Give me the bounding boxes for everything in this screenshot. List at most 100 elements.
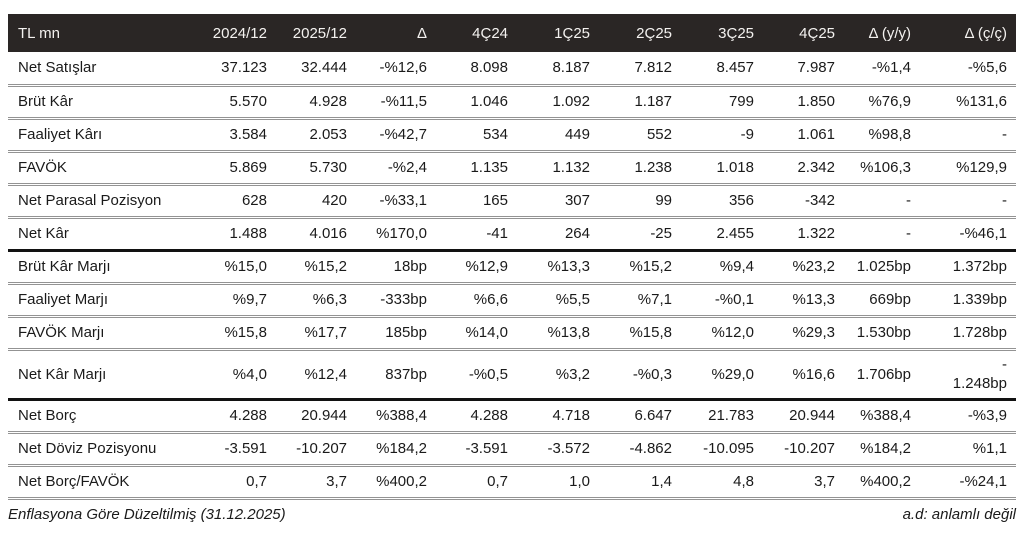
value-cell: -4.862 <box>599 432 681 467</box>
value-cell: 18bp <box>356 250 436 285</box>
value-cell: -%0,1 <box>681 283 763 318</box>
value-cell: 1.339bp <box>920 283 1016 318</box>
value-cell: 420 <box>276 184 356 219</box>
value-cell: %29,0 <box>681 349 763 401</box>
value-cell: - 1.248bp <box>920 349 1016 401</box>
value-cell: %131,6 <box>920 85 1016 120</box>
value-cell: -%0,5 <box>436 349 517 401</box>
value-cell: 1.706bp <box>844 349 920 401</box>
value-cell: -41 <box>436 217 517 252</box>
value-cell: %15,2 <box>276 250 356 285</box>
value-cell: 0,7 <box>436 465 517 500</box>
row-label: Net Satışlar <box>8 52 198 87</box>
value-cell: 837bp <box>356 349 436 401</box>
value-cell: %15,0 <box>198 250 276 285</box>
value-cell: 1.530bp <box>844 316 920 351</box>
value-cell: 165 <box>436 184 517 219</box>
value-cell: -%33,1 <box>356 184 436 219</box>
column-header-unit: TL mn <box>8 14 198 52</box>
value-cell: - <box>920 184 1016 219</box>
value-cell: 4.928 <box>276 85 356 120</box>
value-cell: 1.046 <box>436 85 517 120</box>
value-cell: %184,2 <box>844 432 920 467</box>
value-cell: 628 <box>198 184 276 219</box>
value-cell: %6,6 <box>436 283 517 318</box>
value-cell: 4,8 <box>681 465 763 500</box>
table-row: Brüt Kâr 5.570 4.928 -%11,5 1.046 1.092 1.187 7… <box>8 85 1016 120</box>
value-cell: - <box>920 118 1016 153</box>
value-cell: %4,0 <box>198 349 276 401</box>
value-cell: 1.092 <box>517 85 599 120</box>
value-cell: 5.869 <box>198 151 276 186</box>
value-cell: 7.812 <box>599 52 681 87</box>
value-cell: 1.488 <box>198 217 276 252</box>
value-cell: 1.061 <box>763 118 844 153</box>
value-cell: %98,8 <box>844 118 920 153</box>
column-header: 4Ç24 <box>436 14 517 52</box>
column-header: 3Ç25 <box>681 14 763 52</box>
financials-table-container: TL mn 2024/12 2025/12 Δ 4Ç24 1Ç25 2Ç25 3Ç25 4Ç25… <box>8 14 1016 500</box>
value-cell: 3,7 <box>276 465 356 500</box>
value-cell: %12,9 <box>436 250 517 285</box>
value-cell: %17,7 <box>276 316 356 351</box>
value-cell: 5.570 <box>198 85 276 120</box>
value-cell: -%5,6 <box>920 52 1016 87</box>
value-cell: 669bp <box>844 283 920 318</box>
value-cell: -10.095 <box>681 432 763 467</box>
value-cell: %29,3 <box>763 316 844 351</box>
value-cell: 4.288 <box>198 399 276 434</box>
value-cell: %13,3 <box>517 250 599 285</box>
value-cell: - <box>844 217 920 252</box>
value-cell: -3.591 <box>198 432 276 467</box>
value-cell: %388,4 <box>844 399 920 434</box>
column-header: 1Ç25 <box>517 14 599 52</box>
table-row: FAVÖK 5.869 5.730 -%2,4 1.135 1.132 1.238 1.018… <box>8 151 1016 186</box>
value-cell: -%1,4 <box>844 52 920 87</box>
value-cell: -25 <box>599 217 681 252</box>
value-cell: -9 <box>681 118 763 153</box>
value-cell: %15,8 <box>198 316 276 351</box>
value-cell: %16,6 <box>763 349 844 401</box>
value-cell: 32.444 <box>276 52 356 87</box>
value-cell: -10.207 <box>763 432 844 467</box>
value-cell: %106,3 <box>844 151 920 186</box>
row-label: Net Borç <box>8 399 198 434</box>
value-cell: 1,4 <box>599 465 681 500</box>
value-cell: 449 <box>517 118 599 153</box>
column-header: 4Ç25 <box>763 14 844 52</box>
value-cell: -%46,1 <box>920 217 1016 252</box>
value-cell: -%0,3 <box>599 349 681 401</box>
value-cell: 3.584 <box>198 118 276 153</box>
value-cell: 8.098 <box>436 52 517 87</box>
value-cell: -%2,4 <box>356 151 436 186</box>
value-cell: -3.591 <box>436 432 517 467</box>
value-cell: 1.372bp <box>920 250 1016 285</box>
row-label: FAVÖK <box>8 151 198 186</box>
value-cell: %13,8 <box>517 316 599 351</box>
value-cell: - <box>844 184 920 219</box>
table-row: FAVÖK Marjı %15,8 %17,7 185bp %14,0 %13,8 %15,… <box>8 316 1016 351</box>
value-cell: %6,3 <box>276 283 356 318</box>
value-cell: -342 <box>763 184 844 219</box>
value-cell: 1.728bp <box>920 316 1016 351</box>
table-row: Net Borç/FAVÖK 0,7 3,7 %400,2 0,7 1,0 1,4 4,8 3,… <box>8 465 1016 500</box>
value-cell: 1,0 <box>517 465 599 500</box>
footnote-adjustment-note: Enflasyona Göre Düzeltilmiş (31.12.2025) <box>8 505 286 523</box>
table-row: Net Borç 4.288 20.944 %388,4 4.288 4.718 6.647… <box>8 399 1016 434</box>
value-cell: 4.288 <box>436 399 517 434</box>
value-cell: -%3,9 <box>920 399 1016 434</box>
value-cell: -%11,5 <box>356 85 436 120</box>
value-cell: %76,9 <box>844 85 920 120</box>
value-cell: 799 <box>681 85 763 120</box>
value-cell: %3,2 <box>517 349 599 401</box>
value-cell: 2.455 <box>681 217 763 252</box>
value-cell: 552 <box>599 118 681 153</box>
value-cell: 1.018 <box>681 151 763 186</box>
value-cell: 1.187 <box>599 85 681 120</box>
table-row: Net Parasal Pozisyon 628 420 -%33,1 165 307 99… <box>8 184 1016 219</box>
row-label: Faaliyet Kârı <box>8 118 198 153</box>
table-row: Net Kâr 1.488 4.016 %170,0 -41 264 -25 2.455 1.3… <box>8 217 1016 252</box>
value-cell: 4.718 <box>517 399 599 434</box>
value-cell: 4.016 <box>276 217 356 252</box>
row-label: Brüt Kâr <box>8 85 198 120</box>
